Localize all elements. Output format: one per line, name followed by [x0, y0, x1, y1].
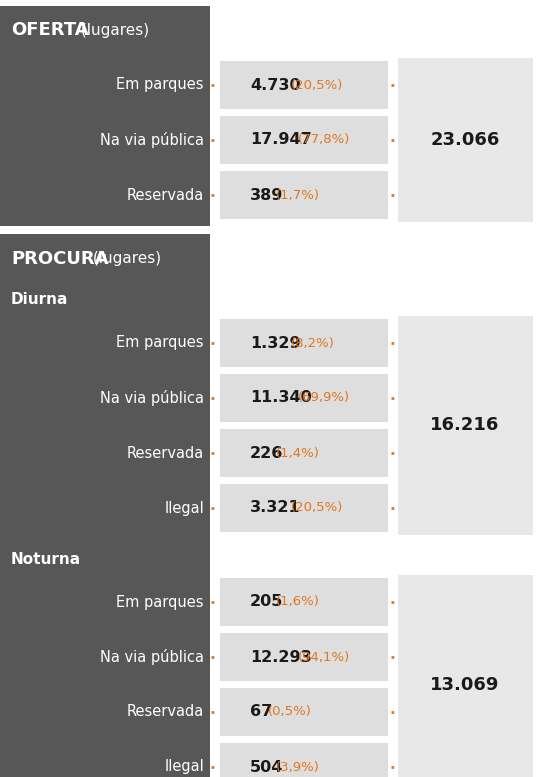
Text: (lugares): (lugares): [76, 23, 149, 37]
Text: (20,5%): (20,5%): [291, 78, 343, 92]
Bar: [398, 575, 533, 777]
Text: Reservada: Reservada: [127, 445, 204, 461]
Text: 12.293: 12.293: [250, 650, 312, 664]
Bar: [398, 58, 533, 222]
Text: Na via pública: Na via pública: [100, 390, 204, 406]
Bar: [220, 743, 388, 777]
Text: (94,1%): (94,1%): [298, 650, 350, 664]
Text: 4.730: 4.730: [250, 78, 301, 92]
Text: Ilegal: Ilegal: [164, 500, 204, 515]
Text: Na via pública: Na via pública: [100, 132, 204, 148]
Text: 17.947: 17.947: [250, 133, 312, 148]
Text: Diurna: Diurna: [11, 292, 68, 308]
Text: Reservada: Reservada: [127, 705, 204, 720]
Bar: [220, 61, 388, 109]
Bar: [220, 374, 388, 422]
Bar: [220, 171, 388, 219]
Bar: [220, 688, 388, 736]
Text: 11.340: 11.340: [250, 391, 312, 406]
Text: (3,9%): (3,9%): [276, 761, 320, 773]
Text: PROCURA: PROCURA: [11, 250, 108, 268]
Text: (77,8%): (77,8%): [298, 134, 350, 147]
Bar: [220, 633, 388, 681]
Text: (8,2%): (8,2%): [291, 336, 335, 350]
Text: 226: 226: [250, 445, 284, 461]
Text: Ilegal: Ilegal: [164, 759, 204, 775]
Text: 389: 389: [250, 187, 284, 203]
Text: 13.069: 13.069: [430, 675, 500, 694]
Text: 23.066: 23.066: [430, 131, 500, 149]
Bar: [220, 116, 388, 164]
Text: (1,4%): (1,4%): [276, 447, 320, 459]
Text: 16.216: 16.216: [430, 416, 500, 434]
Text: OFERTA: OFERTA: [11, 21, 88, 39]
Text: (1,6%): (1,6%): [276, 595, 320, 608]
Text: Em parques: Em parques: [116, 78, 204, 92]
Text: (0,5%): (0,5%): [268, 706, 312, 719]
Text: (20,5%): (20,5%): [291, 501, 343, 514]
Text: 3.321: 3.321: [250, 500, 301, 515]
Text: 205: 205: [250, 594, 284, 609]
Bar: [220, 429, 388, 477]
Text: Em parques: Em parques: [116, 336, 204, 350]
Bar: [220, 578, 388, 626]
Text: 67: 67: [250, 705, 273, 720]
Text: 504: 504: [250, 759, 284, 775]
Text: (69,9%): (69,9%): [298, 392, 350, 405]
Bar: [398, 316, 533, 535]
Text: (lugares): (lugares): [88, 252, 161, 267]
Text: Na via pública: Na via pública: [100, 649, 204, 665]
Text: Em parques: Em parques: [116, 594, 204, 609]
Bar: [0, 234, 210, 777]
Text: Noturna: Noturna: [11, 552, 81, 566]
Text: 1.329: 1.329: [250, 336, 301, 350]
Bar: [0, 6, 210, 226]
Bar: [220, 484, 388, 532]
Text: (1,7%): (1,7%): [276, 189, 320, 201]
Text: Reservada: Reservada: [127, 187, 204, 203]
Bar: [220, 319, 388, 367]
